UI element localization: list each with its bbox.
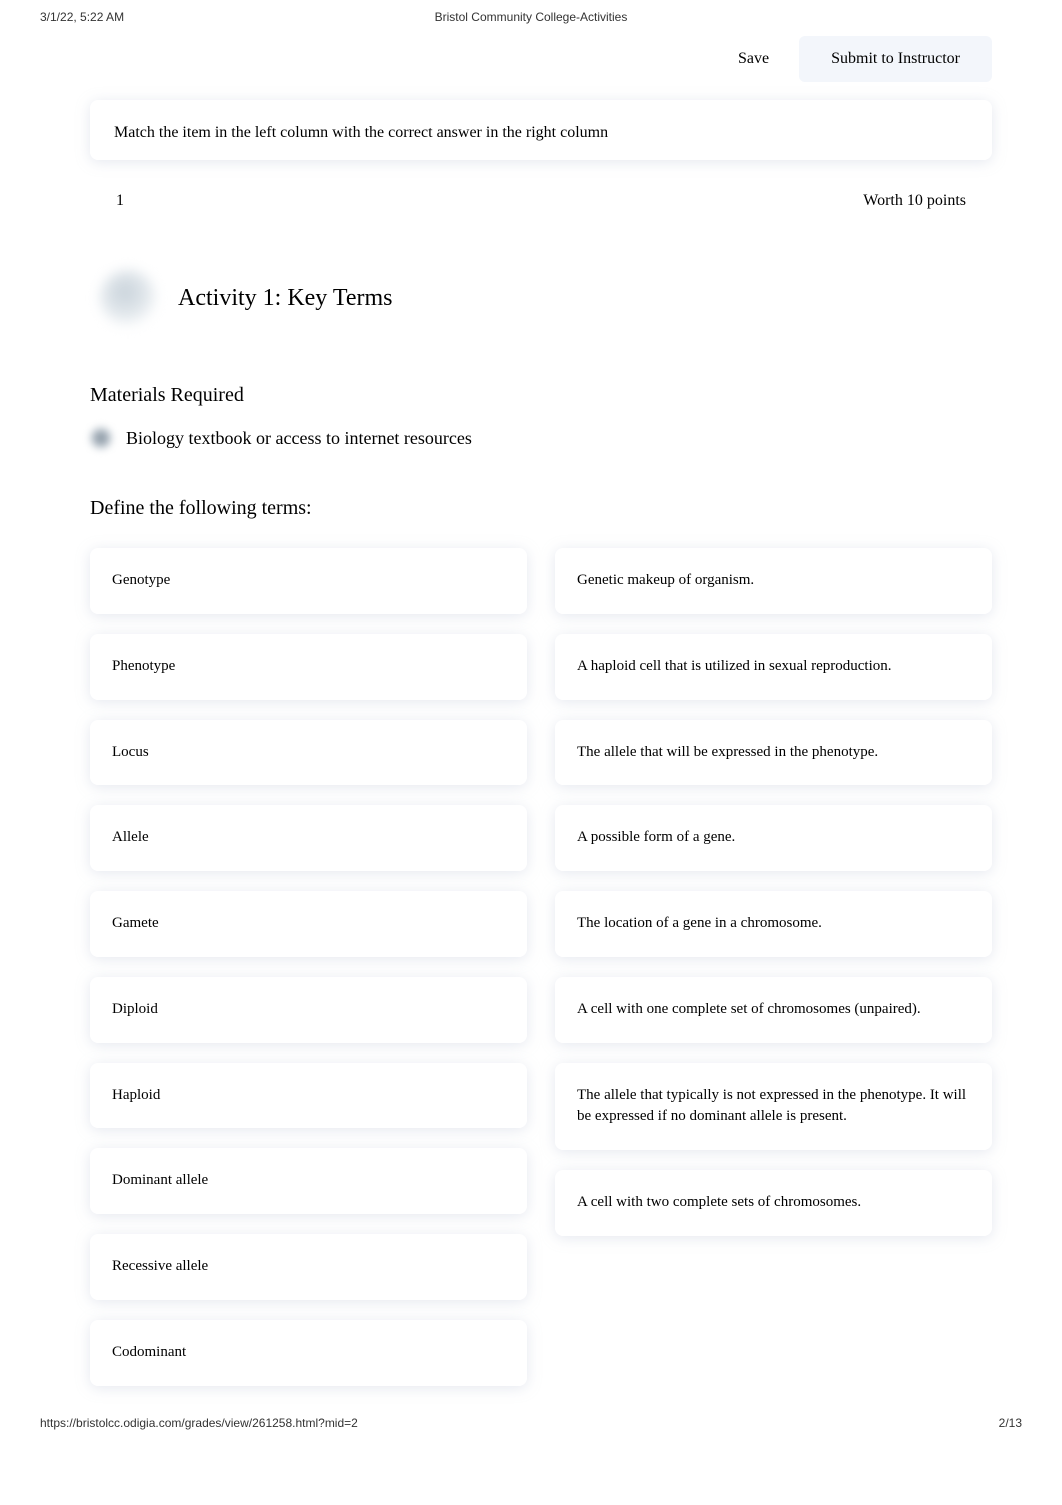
definition-card[interactable]: The allele that will be expressed in the… bbox=[555, 720, 992, 786]
print-url: https://bristolcc.odigia.com/grades/view… bbox=[40, 1416, 358, 1430]
term-card[interactable]: Allele bbox=[90, 805, 527, 871]
definition-card[interactable]: The allele that typically is not express… bbox=[555, 1063, 992, 1151]
term-label: Haploid bbox=[112, 1087, 160, 1103]
action-bar: Save Submit to Instructor bbox=[90, 32, 992, 100]
term-label: Dominant allele bbox=[112, 1172, 208, 1188]
question-meta-row: 1 Worth 10 points bbox=[90, 182, 992, 220]
definition-card[interactable]: Genetic makeup of organism. bbox=[555, 548, 992, 614]
print-page-title: Bristol Community College-Activities bbox=[435, 10, 628, 24]
definition-card[interactable]: A haploid cell that is utilized in sexua… bbox=[555, 634, 992, 700]
term-card[interactable]: Haploid bbox=[90, 1063, 527, 1129]
submit-to-instructor-button[interactable]: Submit to Instructor bbox=[799, 36, 992, 82]
definition-text: A possible form of a gene. bbox=[577, 829, 735, 845]
definition-card[interactable]: A cell with two complete sets of chromos… bbox=[555, 1170, 992, 1236]
definition-text: A haploid cell that is utilized in sexua… bbox=[577, 658, 892, 674]
term-label: Genotype bbox=[112, 572, 170, 588]
term-label: Diploid bbox=[112, 1001, 158, 1017]
materials-item: Biology textbook or access to internet r… bbox=[90, 427, 992, 449]
activity-title: Activity 1: Key Terms bbox=[178, 285, 393, 312]
definition-text: The allele that will be expressed in the… bbox=[577, 744, 878, 760]
bullet-icon bbox=[90, 427, 112, 449]
definition-card[interactable]: The location of a gene in a chromosome. bbox=[555, 891, 992, 957]
definition-text: Genetic makeup of organism. bbox=[577, 572, 754, 588]
term-label: Gamete bbox=[112, 915, 159, 931]
definition-card[interactable]: A possible form of a gene. bbox=[555, 805, 992, 871]
term-card[interactable]: Codominant bbox=[90, 1320, 527, 1386]
term-label: Phenotype bbox=[112, 658, 175, 674]
term-label: Recessive allele bbox=[112, 1258, 208, 1274]
matching-grid: Genotype Phenotype Locus Allele Gamete D… bbox=[90, 548, 992, 1386]
definitions-column: Genetic makeup of organism. A haploid ce… bbox=[555, 548, 992, 1236]
print-page-number: 2/13 bbox=[999, 1416, 1022, 1430]
save-button[interactable]: Save bbox=[714, 36, 793, 82]
activity-icon bbox=[100, 270, 156, 326]
term-card[interactable]: Dominant allele bbox=[90, 1148, 527, 1214]
define-heading: Define the following terms: bbox=[90, 497, 992, 520]
instruction-text: Match the item in the left column with t… bbox=[114, 124, 608, 141]
definition-text: A cell with one complete set of chromoso… bbox=[577, 1001, 921, 1017]
instruction-panel: Match the item in the left column with t… bbox=[90, 100, 992, 160]
term-card[interactable]: Gamete bbox=[90, 891, 527, 957]
definition-text: The location of a gene in a chromosome. bbox=[577, 915, 822, 931]
definition-card[interactable]: A cell with one complete set of chromoso… bbox=[555, 977, 992, 1043]
term-label: Codominant bbox=[112, 1344, 186, 1360]
term-card[interactable]: Phenotype bbox=[90, 634, 527, 700]
term-label: Locus bbox=[112, 744, 149, 760]
term-card[interactable]: Genotype bbox=[90, 548, 527, 614]
activity-header: Activity 1: Key Terms bbox=[90, 270, 992, 346]
print-datetime: 3/1/22, 5:22 AM bbox=[40, 10, 124, 24]
question-points: Worth 10 points bbox=[863, 192, 966, 210]
term-card[interactable]: Locus bbox=[90, 720, 527, 786]
question-number: 1 bbox=[116, 192, 124, 210]
materials-heading: Materials Required bbox=[90, 384, 992, 407]
terms-column: Genotype Phenotype Locus Allele Gamete D… bbox=[90, 548, 527, 1386]
term-card[interactable]: Diploid bbox=[90, 977, 527, 1043]
materials-item-text: Biology textbook or access to internet r… bbox=[126, 428, 472, 449]
term-card[interactable]: Recessive allele bbox=[90, 1234, 527, 1300]
definition-text: A cell with two complete sets of chromos… bbox=[577, 1194, 861, 1210]
term-label: Allele bbox=[112, 829, 149, 845]
definition-text: The allele that typically is not express… bbox=[577, 1087, 966, 1125]
